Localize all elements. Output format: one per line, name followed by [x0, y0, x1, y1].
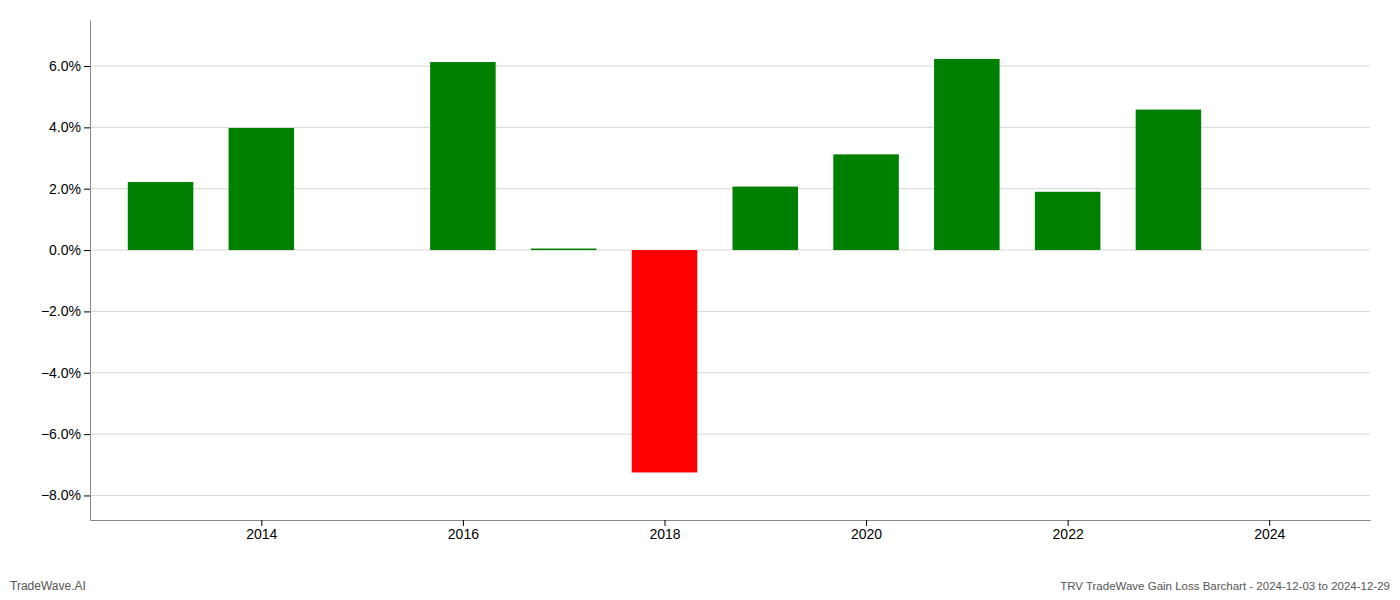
- y-tick: −6.0%: [41, 426, 90, 442]
- axis-line: [91, 520, 1371, 521]
- bar: [833, 154, 899, 250]
- bar: [632, 250, 698, 472]
- bar: [733, 187, 799, 250]
- title: TRV TradeWave Gain Loss Barchart - 2024-…: [1060, 580, 1390, 592]
- y-tick: −4.0%: [41, 365, 90, 381]
- x-tick: 2024: [1254, 520, 1285, 542]
- x-tick: 2020: [851, 520, 882, 542]
- tick-mark: [84, 189, 90, 190]
- tick-label: −8.0%: [41, 487, 81, 503]
- x-tick: 2014: [246, 520, 277, 542]
- y-axis: −8.0% −6.0% −4.0% −2.0% 0.0% 2.0% 4.0% 6.0%: [41, 21, 91, 521]
- y-tick: −2.0%: [41, 303, 90, 319]
- x-tick: 2018: [649, 520, 680, 542]
- y-tick: 0.0%: [49, 242, 90, 258]
- bar: [1035, 192, 1101, 250]
- x-tick: 2016: [448, 520, 479, 542]
- tick-label: −6.0%: [41, 426, 81, 442]
- tick-label: 2024: [1254, 526, 1285, 542]
- grid-line: [90, 66, 1370, 67]
- tick-label: 6.0%: [49, 58, 81, 74]
- tick-label: 2020: [851, 526, 882, 542]
- tick-label: 2022: [1053, 526, 1084, 542]
- y-tick: −8.0%: [41, 487, 90, 503]
- y-tick: 2.0%: [49, 181, 90, 197]
- grid-line: [90, 372, 1370, 373]
- bar: [531, 249, 597, 251]
- tick-label: 4.0%: [49, 119, 81, 135]
- tick-mark: [84, 311, 90, 312]
- grid-line: [90, 495, 1370, 496]
- watermark: TradeWave.AI: [10, 579, 86, 593]
- tick-mark: [84, 434, 90, 435]
- y-tick: 4.0%: [49, 119, 90, 135]
- x-tick: 2022: [1053, 520, 1084, 542]
- bar: [229, 128, 295, 250]
- tick-label: 2018: [649, 526, 680, 542]
- grid-line: [90, 434, 1370, 435]
- bar: [430, 62, 496, 250]
- x-axis: 2014 2016 2018 2020 2022 2024: [91, 520, 1371, 542]
- bar: [128, 182, 194, 250]
- tick-label: 2014: [246, 526, 277, 542]
- y-tick: 6.0%: [49, 58, 90, 74]
- tick-label: −2.0%: [41, 303, 81, 319]
- axis-line: [90, 21, 91, 521]
- tick-mark: [84, 373, 90, 374]
- grid-line: [90, 311, 1370, 312]
- bar: [934, 59, 1000, 250]
- bars: [128, 59, 1201, 472]
- tick-mark: [84, 495, 90, 496]
- bar: [1136, 110, 1202, 250]
- tick-mark: [84, 127, 90, 128]
- tick-label: 0.0%: [49, 242, 81, 258]
- tick-label: −4.0%: [41, 365, 81, 381]
- grid: [90, 66, 1370, 495]
- chart: 201420162018202020222024−8.0%−6.0%−4.0%−…: [0, 0, 1400, 600]
- tick-mark: [84, 250, 90, 251]
- tick-mark: [84, 66, 90, 67]
- tick-label: 2.0%: [49, 181, 81, 197]
- tick-label: 2016: [448, 526, 479, 542]
